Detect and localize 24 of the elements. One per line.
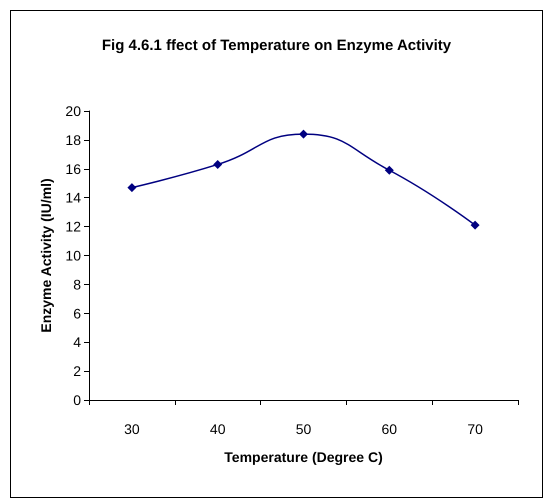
x-tick-label: 30 [124,421,140,437]
y-tick-label: 10 [65,248,82,264]
y-tick-label: 0 [73,392,82,408]
y-tick-label: 8 [73,276,82,292]
y-tick-label: 20 [65,103,82,119]
point [384,166,394,175]
y-tick-label: 6 [73,305,82,322]
point [127,183,136,192]
y-tick-label: 2 [73,363,82,380]
y-tick-label: 12 [65,218,82,235]
y-tick-label: 18 [65,132,82,148]
point [470,220,480,230]
chart-title: Fig 4.6.1 ffect of Temperature on Enzyme Activity [102,37,452,54]
x-tick-label: 70 [467,421,484,437]
x-tick-label: 40 [210,421,226,437]
y-tick-label: 16 [65,160,82,177]
y-tick-label: 4 [73,334,82,350]
x-tick-label: 60 [382,421,398,437]
y-tick-label: 14 [65,190,82,206]
x-tick-label: 50 [296,421,312,437]
y-axis-title: Enzyme Activity (IU/ml) [38,178,54,333]
point [213,160,222,169]
x-axis-title: Temperature (Degree C) [224,449,383,465]
point [299,130,308,139]
